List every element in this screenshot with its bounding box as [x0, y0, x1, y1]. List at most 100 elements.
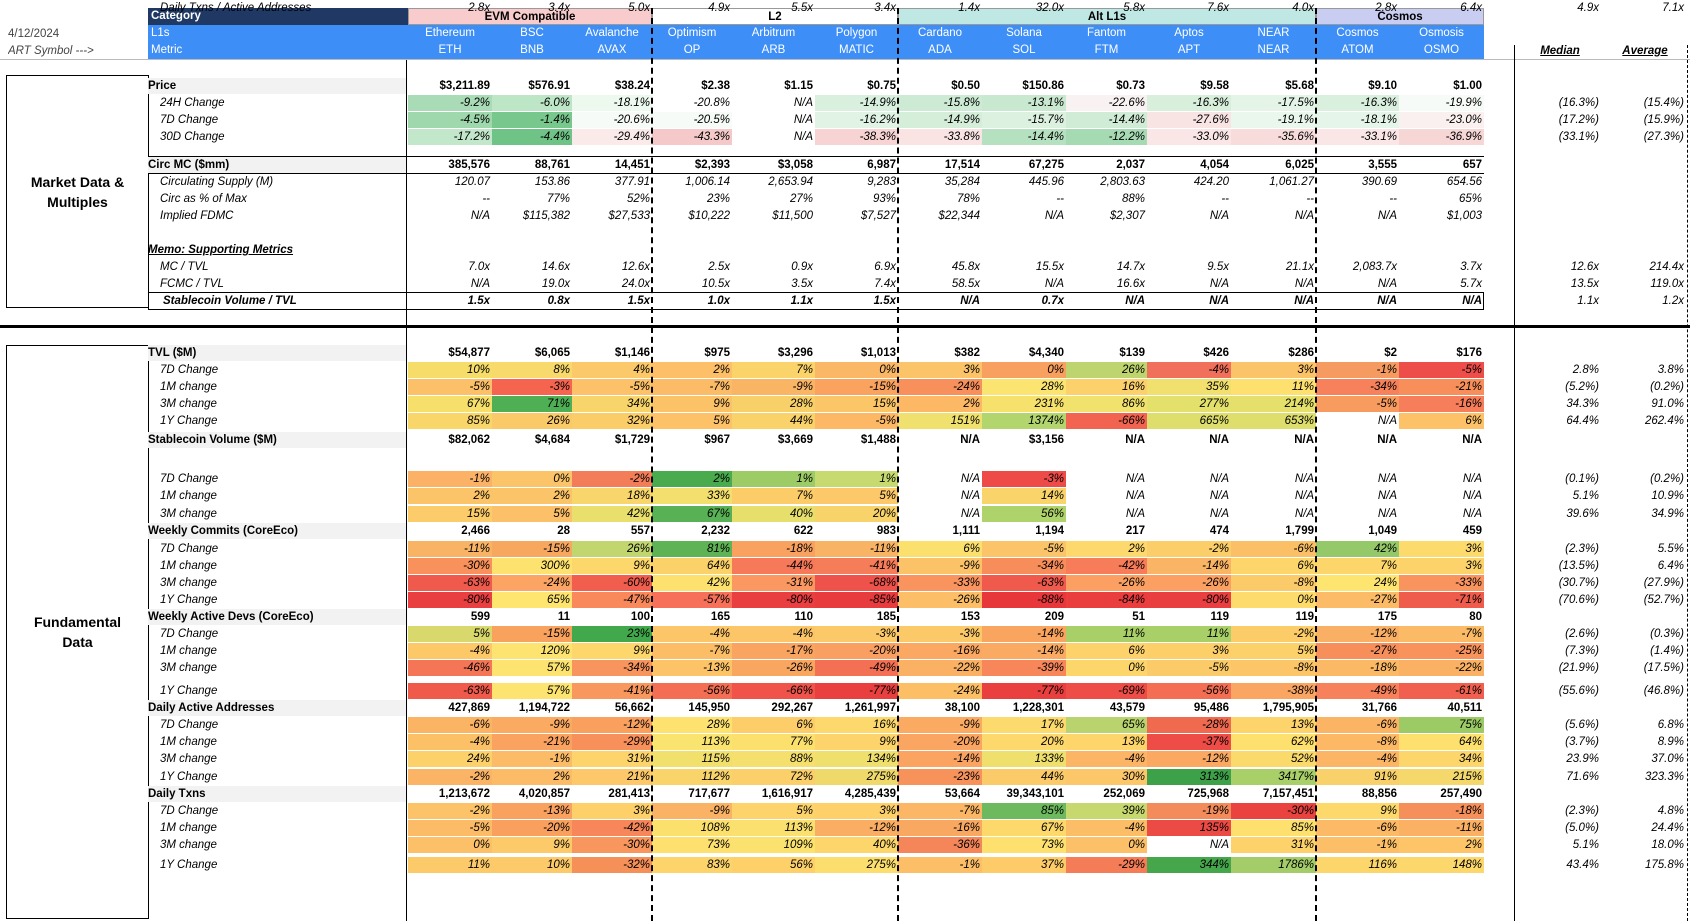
data-cell: 77% — [732, 734, 815, 750]
data-cell: -33.1% — [1316, 129, 1399, 145]
chain-symbol: APT — [1147, 42, 1231, 59]
average-value: 262.4% — [1644, 415, 1684, 427]
data-cell: 5% — [1231, 643, 1316, 659]
data-cell: $426 — [1203, 347, 1229, 359]
data-cell: 148% — [1399, 857, 1484, 873]
data-cell: -14.9% — [815, 95, 898, 111]
data-cell: -16% — [898, 820, 982, 836]
data-cell: 113% — [652, 734, 732, 750]
data-cell: 11 — [557, 611, 570, 623]
data-cell: 14.7x — [1116, 261, 1145, 273]
data-cell: -4% — [652, 626, 732, 642]
row-label: 1Y Change — [160, 415, 218, 427]
data-cell: -61% — [1399, 683, 1484, 699]
data-cell: -30% — [408, 558, 492, 574]
row-label: 1M change — [160, 645, 217, 657]
data-cell: -23.0% — [1399, 112, 1484, 128]
data-cell: $3,296 — [777, 347, 813, 359]
data-cell: 85% — [408, 413, 492, 429]
data-cell: -49% — [1316, 683, 1399, 699]
data-cell: N/A — [1294, 210, 1314, 222]
data-cell: $6,065 — [534, 347, 570, 359]
data-cell: -57% — [652, 592, 732, 608]
data-cell: 23% — [572, 626, 652, 642]
data-cell: -20% — [898, 734, 982, 750]
data-cell: -32% — [572, 857, 652, 873]
data-cell: $176 — [1456, 347, 1482, 359]
data-cell: 0% — [1066, 660, 1147, 676]
row-label: 7D Change — [160, 719, 219, 731]
median-value: (21.9%) — [1558, 662, 1599, 674]
data-cell: 5% — [408, 626, 492, 642]
data-cell: $9.10 — [1368, 80, 1397, 92]
data-cell: -2% — [408, 803, 492, 819]
data-cell: 2% — [652, 471, 732, 487]
data-cell: -24% — [898, 683, 982, 699]
data-cell: 45.8x — [951, 261, 980, 273]
data-cell: 109% — [732, 837, 815, 853]
data-cell: 2,083.7x — [1352, 261, 1397, 273]
data-cell: 1,795,905 — [1262, 702, 1314, 714]
data-cell: N/A — [1231, 488, 1316, 504]
data-cell: -71% — [1399, 592, 1484, 608]
data-cell: N/A — [470, 278, 490, 290]
data-cell: -63% — [408, 575, 492, 591]
data-cell: 28% — [652, 717, 732, 733]
data-cell: -15% — [492, 626, 572, 642]
data-cell: 11% — [1066, 626, 1147, 642]
data-cell: -88% — [982, 592, 1066, 608]
data-cell: 9.5x — [1207, 261, 1229, 273]
data-cell: N/A — [1462, 434, 1482, 446]
data-cell: 9% — [572, 558, 652, 574]
data-cell: 3% — [815, 803, 898, 819]
data-cell: 257,490 — [1440, 788, 1482, 800]
data-cell: 56% — [732, 857, 815, 873]
data-cell: -11% — [1399, 820, 1484, 836]
data-cell: N/A — [1377, 295, 1397, 307]
data-cell: 35% — [1147, 379, 1231, 395]
data-cell: 21.1x — [1285, 261, 1314, 273]
data-cell: 9% — [572, 643, 652, 659]
data-cell: 11% — [1231, 379, 1316, 395]
data-cell: N/A — [732, 95, 815, 111]
data-cell: -24% — [898, 379, 982, 395]
data-cell: -68% — [815, 575, 898, 591]
data-cell: -30% — [572, 837, 652, 853]
data-cell: 73% — [982, 837, 1066, 853]
data-cell: -6.0% — [492, 95, 572, 111]
data-cell: 6,987 — [867, 159, 896, 171]
data-cell: N/A — [1125, 434, 1145, 446]
data-cell: -- — [482, 193, 490, 205]
data-cell: N/A — [1147, 488, 1231, 504]
data-cell: -33.0% — [1147, 129, 1231, 145]
data-cell: -- — [1389, 193, 1397, 205]
data-cell: 344% — [1147, 857, 1231, 873]
data-cell: $2.38 — [701, 80, 730, 92]
chain-name: Arbitrum — [732, 25, 815, 42]
average-value: 10.9% — [1651, 490, 1684, 502]
data-cell: -5% — [1147, 660, 1231, 676]
row-label: 7D Change — [160, 805, 219, 817]
data-cell: -35.6% — [1231, 129, 1316, 145]
data-cell: 1.5x — [627, 295, 650, 307]
data-cell: 40% — [732, 506, 815, 522]
data-cell: 7.0x — [468, 261, 490, 273]
data-cell: -9% — [492, 717, 572, 733]
data-cell: N/A — [1209, 278, 1229, 290]
data-cell: N/A — [1147, 837, 1231, 853]
data-cell: 26% — [572, 541, 652, 557]
data-cell: -24% — [492, 575, 572, 591]
data-cell: 1,006.14 — [685, 176, 730, 188]
data-cell: 385,576 — [448, 159, 490, 171]
data-cell: 10.5x — [701, 278, 730, 290]
data-cell: N/A — [1316, 506, 1399, 522]
row-label: 1M change — [160, 822, 217, 834]
data-cell: 135% — [1147, 820, 1231, 836]
data-cell: 40% — [815, 837, 898, 853]
data-cell: 23% — [706, 193, 730, 205]
data-cell: -3% — [492, 379, 572, 395]
data-cell: 39,343,101 — [1006, 788, 1064, 800]
data-cell: 5.0x — [628, 2, 650, 14]
data-cell: N/A — [1462, 295, 1482, 307]
data-cell: 38,100 — [944, 702, 980, 714]
